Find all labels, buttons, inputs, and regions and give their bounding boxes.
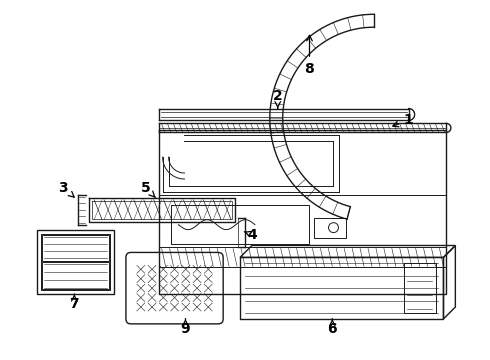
Bar bbox=[37, 230, 114, 294]
Text: 4: 4 bbox=[245, 228, 257, 242]
Text: 7: 7 bbox=[70, 294, 79, 311]
Text: 1: 1 bbox=[393, 113, 414, 127]
Text: 5: 5 bbox=[141, 181, 155, 198]
Bar bbox=[240, 257, 443, 319]
Text: 6: 6 bbox=[327, 319, 337, 336]
Text: 2: 2 bbox=[273, 89, 283, 108]
Bar bbox=[42, 235, 109, 261]
Bar bbox=[404, 264, 436, 313]
Bar bbox=[41, 234, 110, 290]
Text: 3: 3 bbox=[59, 181, 74, 197]
Text: 8: 8 bbox=[305, 35, 315, 76]
Bar bbox=[42, 262, 109, 289]
Text: 9: 9 bbox=[181, 319, 190, 336]
Bar bbox=[315, 218, 346, 238]
